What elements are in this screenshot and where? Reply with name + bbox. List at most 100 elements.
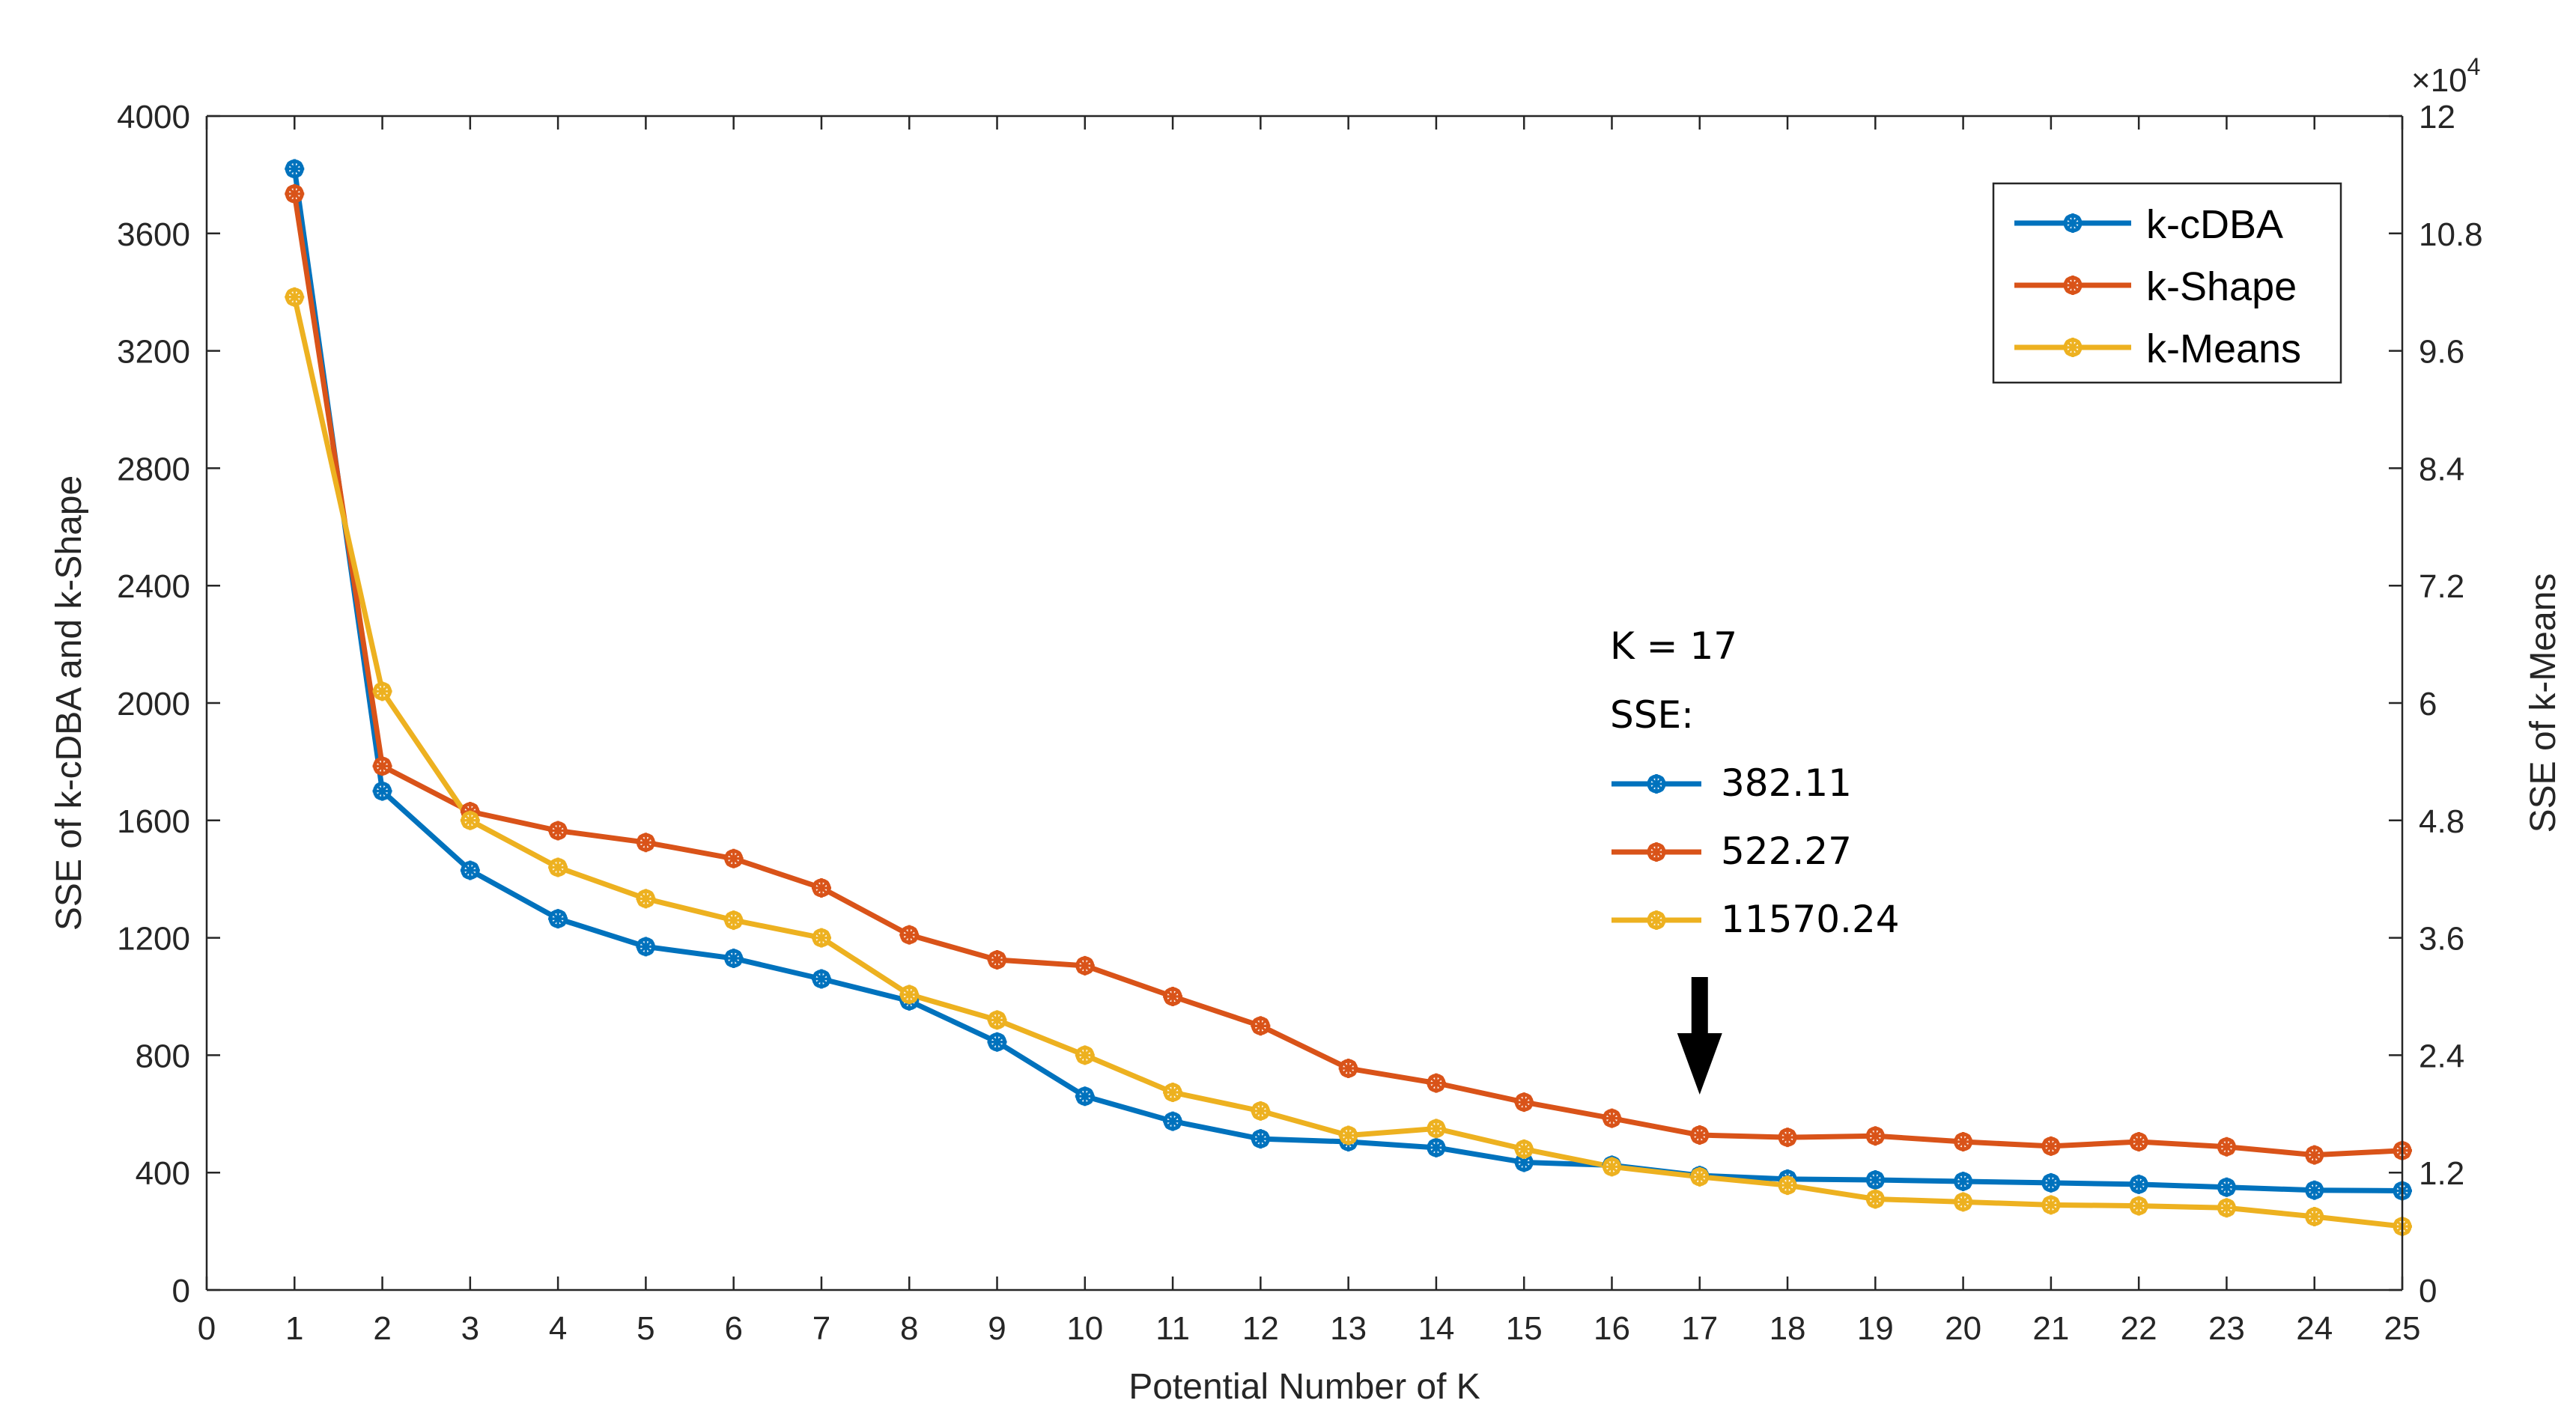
data-point-k-means-2 — [372, 681, 392, 702]
data-point-k-cdba-12 — [1251, 1129, 1271, 1149]
data-point-k-means-11-star — [1163, 1083, 1183, 1103]
data-point-k-cdba-5-star — [636, 937, 656, 957]
y-right-tick-label: 10.8 — [2419, 216, 2483, 253]
x-tick-label: 24 — [2296, 1310, 2333, 1347]
data-point-k-means-16 — [1602, 1157, 1622, 1177]
data-point-k-shape-9-star — [987, 950, 1007, 970]
data-point-k-shape-15-star — [1514, 1092, 1534, 1113]
data-point-k-cdba-22-star — [2129, 1174, 2149, 1194]
data-point-k-means-13-star — [1338, 1125, 1358, 1145]
y-left-tick-label: 0 — [172, 1273, 190, 1309]
x-tick-label: 18 — [1770, 1310, 1806, 1347]
data-point-k-shape-18-star — [1778, 1128, 1798, 1148]
y-left-tick-label: 2800 — [117, 451, 190, 487]
data-point-k-shape-23 — [2217, 1137, 2237, 1157]
data-point-k-means-7-star — [811, 928, 831, 948]
legend-label-k-shape: k-Shape — [2146, 264, 2297, 309]
data-point-k-shape-16-star — [1602, 1108, 1622, 1128]
data-point-k-cdba-2-star — [372, 781, 392, 801]
data-point-k-means-7 — [811, 928, 831, 948]
data-point-k-cdba-19 — [1865, 1170, 1886, 1190]
data-point-k-cdba-20 — [1953, 1171, 1973, 1191]
data-point-k-cdba-7-star — [811, 969, 831, 989]
data-point-k-shape-21-star — [2041, 1136, 2061, 1156]
data-point-k-shape-23-star — [2217, 1137, 2237, 1157]
y-right-tick-label: 3.6 — [2419, 921, 2464, 958]
data-point-k-means-12-star — [1251, 1101, 1271, 1121]
data-point-k-shape-8 — [899, 925, 920, 945]
x-tick-label: 14 — [1418, 1310, 1454, 1347]
annotation-markers — [1611, 774, 1701, 930]
data-point-k-shape-10 — [1075, 955, 1095, 976]
data-point-k-cdba-9 — [987, 1032, 1007, 1052]
data-point-k-means-8-star — [899, 985, 920, 1005]
data-point-k-cdba-19-star — [1865, 1170, 1886, 1190]
y-right-tick-label: 9.6 — [2419, 334, 2464, 371]
data-point-k-shape-10-star — [1075, 955, 1095, 976]
data-point-k-means-20-star — [1953, 1192, 1973, 1212]
data-point-k-means-21-star — [2041, 1195, 2061, 1215]
data-point-k-cdba-20-star — [1953, 1171, 1973, 1191]
data-point-k-shape-17 — [1689, 1125, 1710, 1145]
data-point-k-shape-24-star — [2304, 1145, 2324, 1165]
data-point-k-means-24-star — [2304, 1207, 2324, 1226]
data-point-k-shape-8-star — [899, 925, 920, 945]
data-point-k-means-10-star — [1075, 1045, 1095, 1065]
data-point-k-means-23 — [2217, 1198, 2237, 1218]
x-tick-label: 5 — [637, 1310, 654, 1347]
x-tick-label: 21 — [2032, 1310, 2069, 1347]
data-point-k-means-1-star — [285, 287, 305, 307]
y-right-tick-label: 12 — [2419, 99, 2455, 136]
data-point-k-cdba-4-star — [548, 909, 568, 929]
data-point-k-shape-20-star — [1953, 1132, 1973, 1152]
data-point-k-shape-2 — [372, 756, 392, 776]
x-tick-label: 20 — [1945, 1310, 1981, 1347]
data-point-k-cdba-9-star — [987, 1032, 1007, 1052]
data-point-k-shape-7 — [811, 877, 831, 898]
data-point-k-cdba-22 — [2129, 1174, 2149, 1194]
data-point-k-shape-11 — [1163, 987, 1183, 1006]
annotation-arrow-shaft — [1691, 977, 1708, 1037]
data-point-k-cdba-5 — [636, 937, 656, 957]
data-point-k-cdba-3 — [460, 860, 480, 880]
x-tick-label: 25 — [2384, 1310, 2421, 1347]
data-point-k-shape-18 — [1778, 1128, 1798, 1148]
y-right-tick-label: 4.8 — [2419, 803, 2464, 840]
data-point-k-cdba-21-star — [2041, 1172, 2061, 1193]
data-point-k-cdba-10 — [1075, 1086, 1095, 1107]
data-point-k-cdba-1 — [285, 159, 305, 179]
x-tick-label: 15 — [1506, 1310, 1543, 1347]
data-point-k-means-18-star — [1778, 1175, 1798, 1196]
data-point-k-shape-1 — [285, 183, 305, 204]
y-left-tick-label: 4000 — [117, 99, 190, 136]
y-left-tick-label: 1200 — [117, 921, 190, 958]
y-left-tick-label: 2400 — [117, 568, 190, 605]
data-point-k-shape-6 — [723, 848, 744, 868]
data-point-k-means-17-star — [1689, 1166, 1710, 1187]
data-point-k-means-4 — [548, 857, 568, 877]
legend-label-k-means: k-Means — [2146, 326, 2301, 371]
data-point-k-shape-5-star — [636, 833, 656, 853]
data-point-k-shape-14-star — [1426, 1073, 1446, 1093]
y-left-tick-label: 400 — [136, 1155, 190, 1192]
annotation: K = 17 SSE: 382.11 522.27 11570.24 — [1610, 624, 1900, 1095]
data-point-k-shape-12-star — [1251, 1016, 1271, 1036]
data-point-k-cdba-4 — [548, 909, 568, 929]
data-point-k-shape-15 — [1514, 1092, 1534, 1113]
data-point-k-shape-4-star — [548, 821, 568, 841]
data-point-k-cdba-21 — [2041, 1172, 2061, 1193]
legend-marker-k-means-star — [2063, 338, 2083, 357]
data-point-k-means-9-star — [987, 1010, 1007, 1030]
x-tick-label: 2 — [373, 1310, 391, 1347]
data-point-k-means-6 — [723, 910, 744, 931]
data-point-k-means-17 — [1689, 1166, 1710, 1187]
data-point-k-means-13 — [1338, 1125, 1358, 1145]
data-point-k-cdba-23-star — [2217, 1177, 2237, 1197]
data-point-k-means-14 — [1426, 1119, 1446, 1139]
data-point-k-shape-14 — [1426, 1073, 1446, 1093]
data-point-k-means-6-star — [723, 910, 744, 931]
data-point-k-means-8 — [899, 985, 920, 1005]
data-point-k-means-5 — [636, 889, 656, 909]
x-tick-label: 10 — [1066, 1310, 1103, 1347]
legend-label-k-cdba: k-cDBA — [2146, 202, 2283, 247]
